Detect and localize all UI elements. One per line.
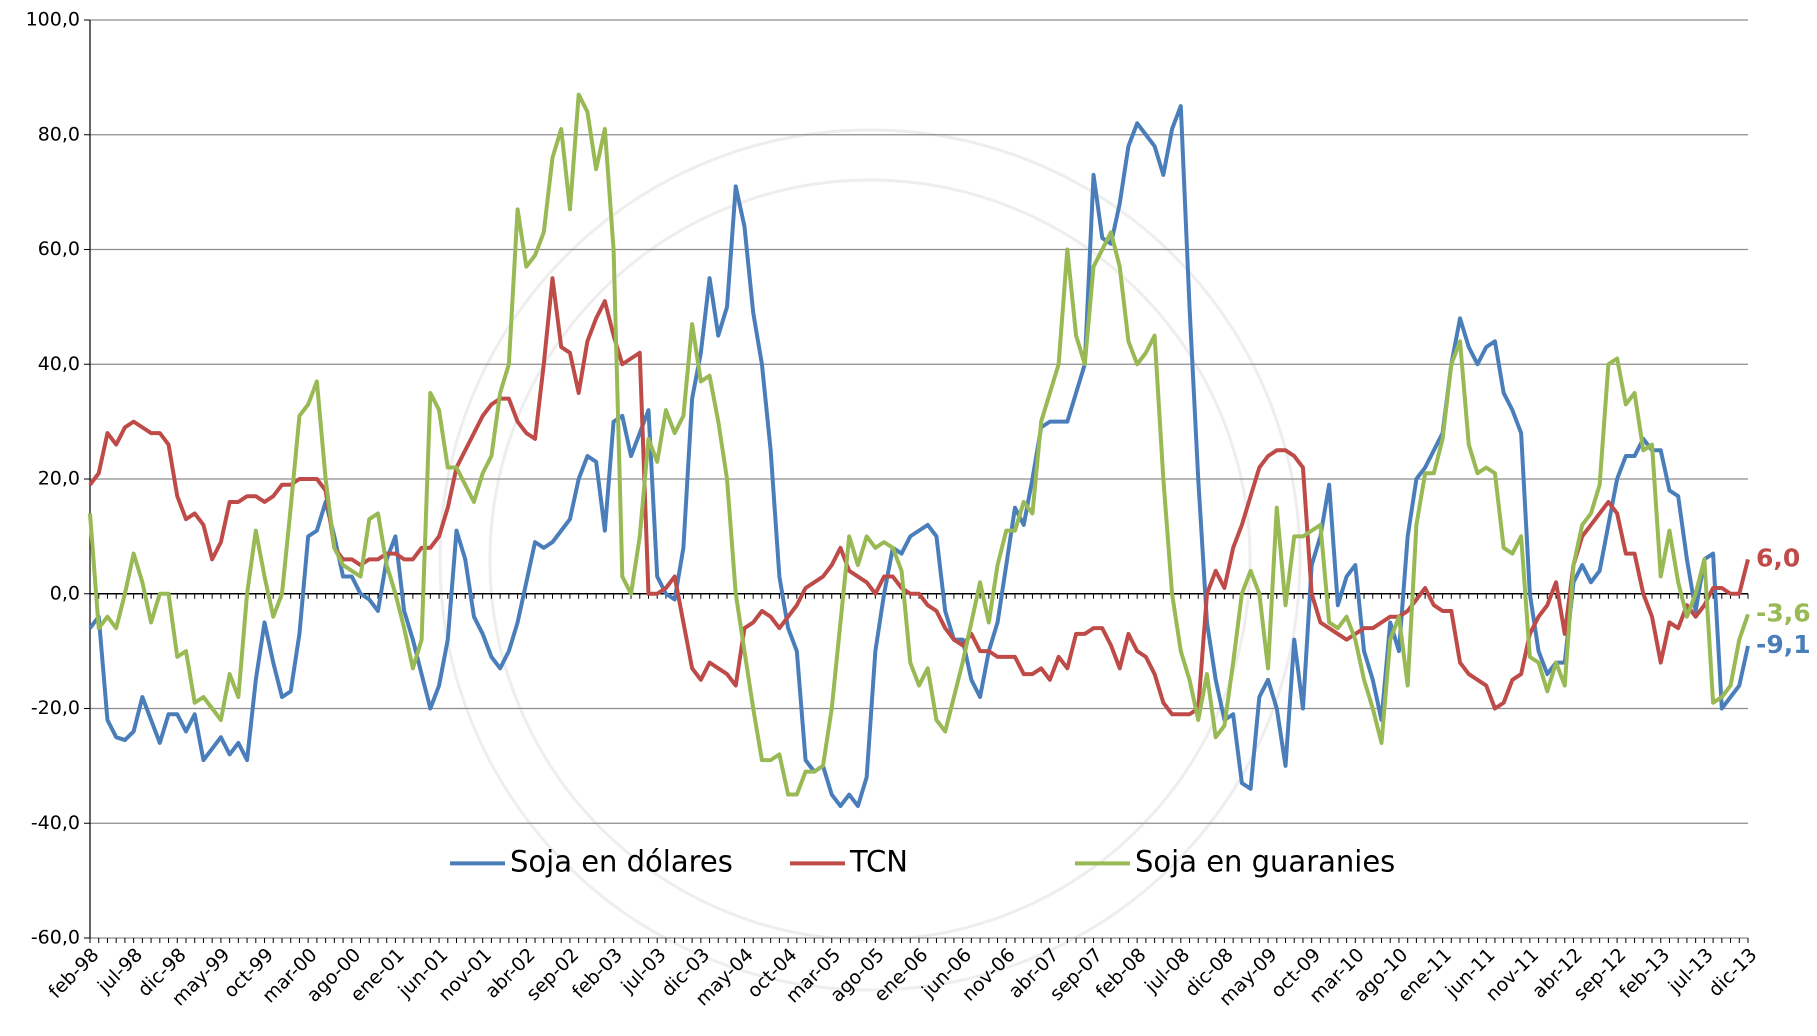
end-value-label: 6,0 [1756,543,1800,572]
x-tick-label: dic-13 [1704,944,1761,1001]
y-tick-label: 60,0 [38,238,80,260]
legend-label: TCN [849,844,908,878]
y-tick-label: -20,0 [31,697,80,719]
series-line [88,92,1750,797]
legend-label: Soja en guaranies [1135,844,1395,878]
y-tick-label: 80,0 [38,123,80,145]
end-value-label: -3,6 [1756,598,1811,627]
legend: Soja en dólares TCN Soja en guaranies [450,844,1395,878]
y-tick-label: -40,0 [31,812,80,834]
x-tick-label: feb-98 [44,944,103,1003]
y-tick-label: 20,0 [38,468,80,490]
y-tick-label: -60,0 [31,927,80,949]
legend-label: Soja en dólares [510,844,733,878]
x-tick-label: feb-03 [568,944,627,1003]
y-tick-label: 100,0 [26,9,80,31]
x-tick-label: feb-13 [1615,944,1674,1003]
y-tick-label: 0,0 [50,582,80,604]
end-value-label: -9,1 [1756,630,1811,659]
y-tick-label: 40,0 [38,353,80,375]
x-tick-label: feb-08 [1092,944,1151,1003]
series-line [88,276,1750,717]
watermark [438,128,1302,992]
series-line [88,104,1750,809]
